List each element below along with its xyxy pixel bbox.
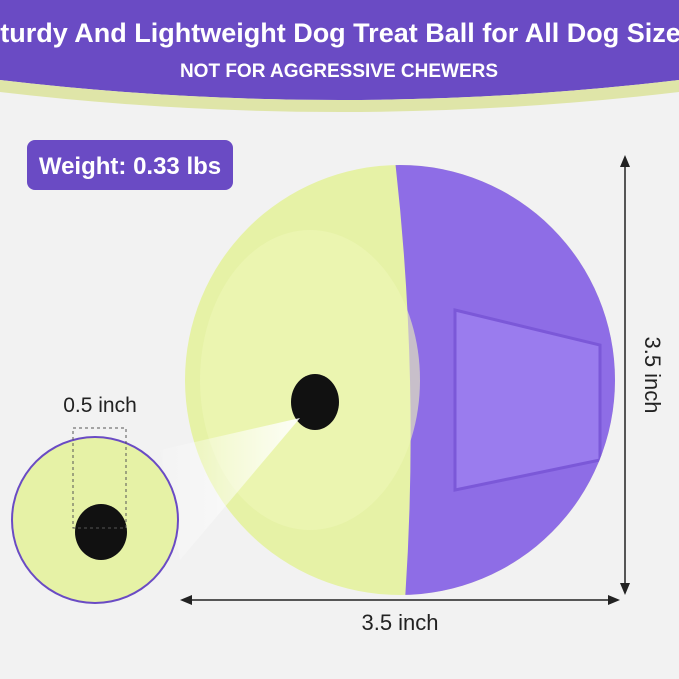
zoom-beam: [160, 418, 300, 560]
height-label: 3.5 inch: [640, 336, 665, 413]
arrow: [620, 583, 630, 595]
zoom-hole: [75, 504, 127, 560]
title: Sturdy And Lightweight Dog Treat Ball fo…: [0, 18, 679, 48]
width-label: 3.5 inch: [361, 610, 438, 635]
arrow: [620, 155, 630, 167]
header-accent: [0, 80, 679, 112]
hole-guide: [72, 427, 127, 529]
ball: [185, 165, 615, 595]
ball-hole: [291, 374, 339, 430]
arrow: [608, 595, 620, 605]
arrow: [180, 595, 192, 605]
weight-text: Weight: 0.33 lbs: [39, 153, 221, 180]
hole-label: 0.5 inch: [63, 394, 137, 417]
subtitle: NOT FOR AGGRESSIVE CHEWERS: [180, 61, 498, 82]
weight-badge: [27, 140, 233, 190]
header-banner: [0, 0, 679, 100]
